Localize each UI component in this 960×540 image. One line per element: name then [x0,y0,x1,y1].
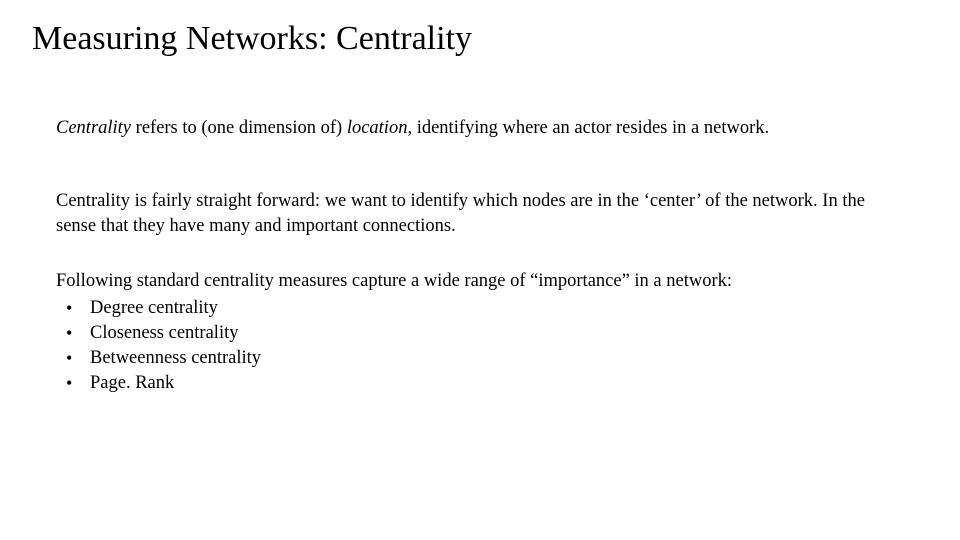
measures-list: Degree centrality Closeness centrality B… [56,296,904,396]
slide-title: Measuring Networks: Centrality [32,20,960,58]
term-location: location, [347,118,412,138]
slide-content: Centrality refers to (one dimension of) … [56,116,904,396]
text-span: identifying where an actor resides in a … [412,118,769,138]
text-span: refers to (one dimension of) [131,118,347,138]
paragraph-definition: Centrality refers to (one dimension of) … [56,116,904,141]
paragraph-explanation: Centrality is fairly straight forward: w… [56,189,904,239]
list-item: Betweenness centrality [56,346,904,371]
paragraph-measures-intro: Following standard centrality measures c… [56,269,904,294]
list-item: Closeness centrality [56,321,904,346]
list-item: Page. Rank [56,371,904,396]
term-centrality: Centrality [56,118,131,138]
list-item: Degree centrality [56,296,904,321]
